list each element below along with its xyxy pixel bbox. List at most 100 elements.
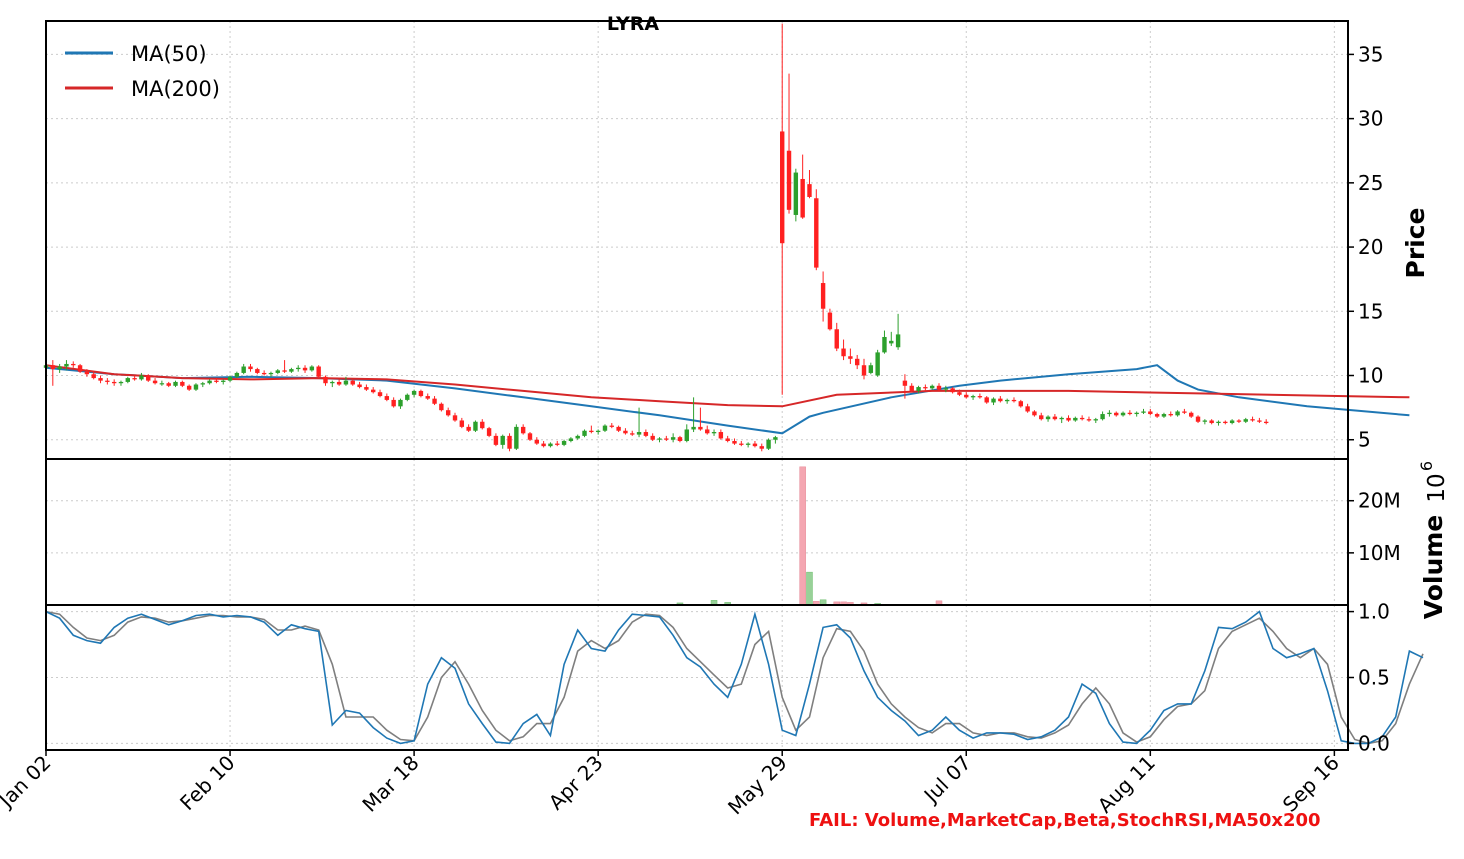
candle-body	[77, 365, 83, 372]
price-tick-label: 30	[1358, 107, 1383, 131]
candle-body	[725, 438, 730, 442]
candle-body	[1093, 419, 1098, 421]
x-tick-label: Apr 23	[544, 751, 608, 815]
candle-body	[289, 369, 294, 372]
candle-body	[1073, 417, 1078, 421]
candle-body	[364, 387, 369, 390]
candle-body	[1175, 411, 1180, 416]
candle-body	[1011, 399, 1017, 402]
candle-body	[541, 443, 546, 447]
candle-body	[1018, 401, 1023, 407]
stoch-tick-label: 0.0	[1358, 731, 1390, 755]
candle-body	[800, 178, 805, 218]
candle-body	[1229, 420, 1235, 424]
candle-body	[445, 410, 451, 416]
candle-body	[766, 439, 771, 449]
candle-body	[330, 381, 335, 384]
candle-body	[1141, 411, 1146, 413]
candle-body	[759, 446, 764, 449]
candle-body	[664, 438, 669, 440]
x-tick-label: Feb 10	[175, 751, 240, 816]
candle-body	[568, 438, 574, 442]
candle-body	[391, 399, 396, 407]
candle-body	[105, 380, 110, 382]
candle-body	[970, 396, 976, 398]
candle-body	[575, 435, 580, 439]
candle-body	[916, 387, 921, 391]
candle-body	[405, 394, 410, 400]
candle-body	[125, 378, 131, 382]
candle-body	[889, 340, 894, 344]
candle-body	[739, 443, 744, 445]
candle-body	[527, 433, 533, 440]
candle-body	[977, 396, 983, 398]
candle-body	[302, 367, 308, 371]
candle-body	[466, 426, 471, 431]
candle-body	[411, 390, 417, 395]
candle-body	[1025, 406, 1030, 412]
candle-body	[609, 425, 614, 427]
price-tick-label: 20	[1358, 235, 1383, 259]
candle-body	[630, 433, 635, 435]
candle-body	[595, 430, 601, 433]
x-tick-label: Jul 07	[918, 751, 976, 809]
stoch-tick-label: 1.0	[1358, 600, 1390, 624]
candle-body	[309, 366, 315, 371]
candle-body	[807, 184, 812, 197]
candle-body	[50, 365, 56, 370]
candle-body	[602, 425, 608, 431]
candle-body	[1263, 421, 1269, 424]
candle-body	[432, 398, 437, 404]
volume-tick-label: 10M	[1358, 541, 1401, 565]
candle-body	[159, 383, 165, 385]
candle-body	[732, 441, 737, 444]
candle-body	[1182, 411, 1187, 413]
candle-body	[773, 437, 778, 440]
candle-body	[1052, 416, 1058, 420]
candle-body	[854, 358, 860, 366]
candle-body	[486, 428, 492, 436]
x-tick-label: Sep 16	[1278, 751, 1344, 817]
candle-body	[780, 131, 785, 244]
candle-body	[623, 430, 628, 434]
candle-body	[677, 437, 683, 442]
candle-body	[555, 443, 560, 445]
candle-body	[1134, 412, 1139, 415]
candle-body	[111, 381, 117, 384]
candle-body	[841, 348, 846, 357]
candle-body	[909, 385, 914, 391]
x-tick-label: Aug 11	[1093, 751, 1160, 818]
volume-tick-label: 20M	[1358, 489, 1401, 513]
candle-body	[64, 363, 69, 367]
candle-body	[636, 432, 642, 435]
candle-body	[1045, 416, 1051, 420]
candle-body	[1195, 416, 1201, 422]
candle-body	[350, 380, 355, 385]
candle-body	[1114, 412, 1119, 416]
candle-body	[868, 365, 874, 373]
candle-body	[1066, 417, 1071, 421]
volume-multiplier-exponent: 6	[1417, 461, 1436, 471]
candle-body	[1032, 411, 1037, 416]
candle-body	[1243, 419, 1248, 422]
candle-body	[657, 438, 662, 440]
candle-body	[1236, 420, 1242, 422]
candle-body	[514, 426, 519, 449]
candle-body	[786, 150, 792, 210]
candle-body	[1120, 412, 1126, 416]
candle-body	[936, 385, 942, 390]
candle-body	[548, 443, 553, 447]
candle-body	[132, 378, 137, 380]
price-tick-label: 25	[1358, 171, 1383, 195]
candle-body	[964, 394, 969, 398]
candle-body	[71, 363, 76, 366]
candle-body	[91, 374, 96, 379]
candle-body	[227, 376, 233, 381]
candle-body	[848, 356, 853, 359]
volume-multiplier-base: 10	[1424, 473, 1450, 502]
candle-body	[745, 443, 751, 445]
candle-body	[561, 441, 567, 445]
candle-body	[398, 399, 403, 407]
candle-body	[1257, 420, 1262, 422]
